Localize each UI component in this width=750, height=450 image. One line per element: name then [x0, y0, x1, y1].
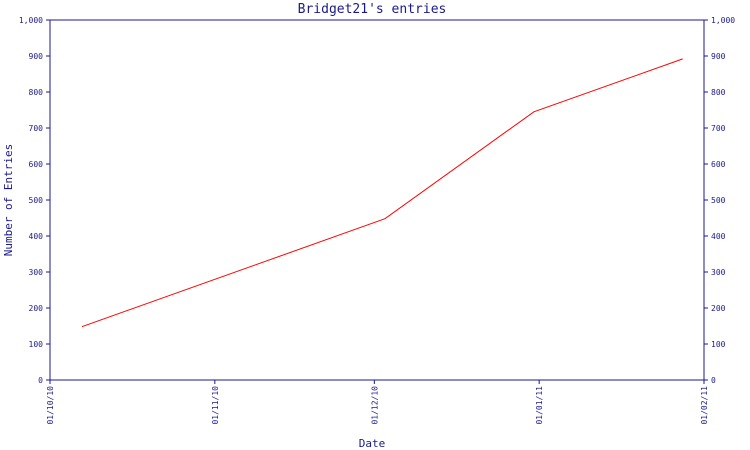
series-line — [81, 58, 683, 328]
y-axis-left: 0 100 200 300 400 500 600 700 800 900 1,000 — [19, 16, 50, 385]
y-tick-label-left: 400 — [29, 232, 44, 241]
y-tick-label-left: 0 — [38, 376, 43, 385]
y-tick-label-right: 500 — [711, 196, 726, 205]
y-tick-label-left: 500 — [29, 196, 44, 205]
x-tick-label: 01/01/11 — [535, 386, 544, 425]
y-tick-label-left: 100 — [29, 340, 44, 349]
y-tick-label-right: 1,000 — [711, 16, 735, 25]
series-layer — [81, 58, 683, 328]
y-tick-label-right: 300 — [711, 268, 726, 277]
chart-title: Bridget21's entries — [298, 2, 447, 17]
y-tick-label-left: 700 — [29, 124, 44, 133]
y-tick-label-left: 200 — [29, 304, 44, 313]
y-tick-label-left: 1,000 — [19, 16, 43, 25]
x-tick-label: 01/10/10 — [46, 386, 55, 425]
y-tick-label-right: 0 — [711, 376, 716, 385]
plot-frame — [49, 19, 705, 381]
x-tick-label: 01/12/10 — [370, 386, 379, 425]
y-tick-label-right: 600 — [711, 160, 726, 169]
y-tick-label-right: 900 — [711, 52, 726, 61]
y-tick-label-left: 900 — [29, 52, 44, 61]
y-tick-label-right: 100 — [711, 340, 726, 349]
y-tick-label-right: 800 — [711, 88, 726, 97]
y-axis-label: Number of Entries — [2, 144, 15, 257]
x-tick-label: 01/02/11 — [700, 386, 709, 425]
x-axis: 01/10/10 01/11/10 01/12/10 01/01/11 01/02/11 — [46, 380, 709, 425]
y-tick-label-left: 300 — [29, 268, 44, 277]
x-axis-label: Date — [359, 437, 386, 450]
y-tick-label-right: 200 — [711, 304, 726, 313]
x-tick-label: 01/11/10 — [211, 386, 220, 425]
y-axis-right: 0 100 200 300 400 500 600 700 800 900 1,000 — [704, 16, 735, 385]
y-tick-label-right: 700 — [711, 124, 726, 133]
y-tick-label-left: 600 — [29, 160, 44, 169]
y-tick-label-right: 400 — [711, 232, 726, 241]
y-tick-label-left: 800 — [29, 88, 44, 97]
